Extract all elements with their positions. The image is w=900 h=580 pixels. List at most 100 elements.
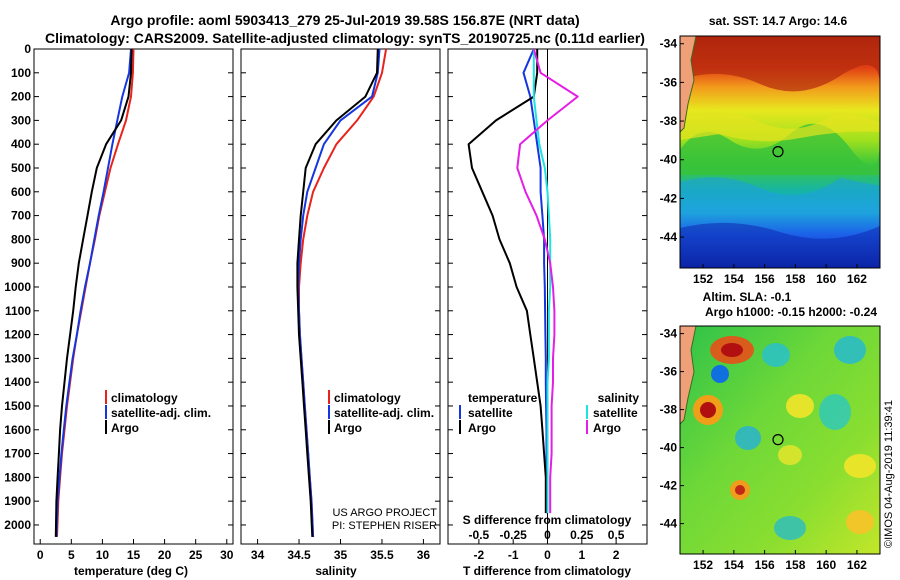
lat-tick-label: -40: [660, 441, 678, 455]
legend-label-satellite: satellite-adj. clim.: [111, 406, 211, 420]
x-tick-label: 25: [189, 548, 203, 562]
sst-longitude-ticks: 152 154 156 158 160 162: [693, 264, 867, 286]
s-diff-tick-label: -0.5: [469, 528, 490, 542]
depth-tick-label: 1000: [4, 280, 31, 294]
argo-position-marker: [772, 146, 784, 158]
salinity-plot-frame: [240, 48, 441, 545]
x-tick-label: 35: [334, 548, 348, 562]
depth-axis-ticks: 0 100 200 300 400 500 600 700 800 900 1000 1100 1200…: [4, 42, 647, 532]
x-tick-label: 34.5: [287, 548, 311, 562]
depth-tick-label: 500: [11, 161, 31, 175]
lon-tick-label: 154: [724, 558, 744, 572]
legend-label-argo: Argo: [334, 421, 362, 435]
argo-series-line: [54, 49, 133, 537]
depth-tick-label: 100: [11, 66, 31, 80]
x-tick-label: 30: [220, 548, 234, 562]
x-tick-label: 0: [37, 548, 44, 562]
sla-map-frame: [679, 325, 881, 555]
sla-map-subtitle: Argo h1000: -0.15 h2000: -0.24: [705, 305, 877, 319]
lat-tick-label: -42: [660, 479, 678, 493]
x-tick-label: 5: [68, 548, 75, 562]
temperature-plot-frame: [33, 48, 234, 545]
salinity-axis-label: salinity: [315, 564, 357, 578]
temperature-legend: climatology satellite-adj. clim. Argo: [105, 390, 211, 435]
legend-label-s-argo: Argo: [593, 421, 621, 435]
legend-group-salinity: salinity: [598, 391, 640, 405]
legend-label-s-satellite: satellite: [593, 406, 638, 420]
difference-profiles: [467, 49, 579, 514]
depth-tick-label: 1200: [4, 328, 31, 342]
salinity-profiles: [296, 49, 388, 537]
temperature-argo-series-line: [467, 49, 547, 514]
climatology-series-line: [56, 49, 135, 537]
legend-group-temperature: temperature: [468, 391, 538, 405]
depth-tick-label: 600: [11, 185, 31, 199]
x-tick-label: 34: [251, 548, 265, 562]
lon-tick-label: 160: [816, 272, 836, 286]
lat-tick-label: -40: [660, 153, 678, 167]
sst-map-title: sat. SST: 14.7 Argo: 14.6: [709, 14, 848, 28]
depth-tick-label: 1500: [4, 399, 31, 413]
depth-tick-label: 700: [11, 209, 31, 223]
temperature-profiles: [54, 49, 135, 537]
lat-tick-label: -36: [660, 365, 678, 379]
depth-tick-label: 1400: [4, 375, 31, 389]
x-tick-label: 1: [578, 548, 585, 562]
lon-tick-label: 162: [847, 558, 867, 572]
t-difference-axis-label: T difference from climatology: [463, 564, 631, 578]
depth-tick-label: 1700: [4, 447, 31, 461]
salinity-x-axis: 34 34.5 35 35.5 36: [251, 539, 431, 562]
depth-tick-label: 800: [11, 232, 31, 246]
lon-tick-label: 162: [847, 272, 867, 286]
lon-tick-label: 156: [755, 558, 775, 572]
legend-label-t-argo: Argo: [468, 421, 496, 435]
chart-subtitle: Climatology: CARS2009. Satellite-adjuste…: [45, 30, 645, 46]
temperature-satellite-series-line: [522, 49, 548, 514]
x-tick-label: 36: [417, 548, 431, 562]
timestamp: ©IMOS 04-Aug-2019 11:39:41: [883, 400, 895, 548]
salinity-argo-series-line: [516, 49, 579, 514]
lat-tick-label: -38: [660, 403, 678, 417]
sla-map-title: Altim. SLA: -0.1: [703, 290, 792, 304]
x-tick-label: -2: [474, 548, 485, 562]
argo-position-marker: [772, 434, 784, 446]
legend-label-climatology: climatology: [111, 391, 178, 405]
lat-tick-label: -36: [660, 75, 678, 89]
sla-map-image: [680, 326, 880, 554]
satellite-adj-clim-series-line: [297, 49, 381, 537]
sla-latitude-ticks: -34 -36 -38 -40 -42 -44: [660, 327, 684, 531]
sst-map-image: [680, 36, 880, 268]
salinity-legend: climatology satellite-adj. clim. Argo: [328, 390, 434, 435]
depth-tick-label: 400: [11, 137, 31, 151]
depth-tick-label: 1900: [4, 494, 31, 508]
x-tick-label: 0: [544, 548, 551, 562]
lat-tick-label: -44: [660, 517, 678, 531]
lat-tick-label: -34: [660, 37, 678, 51]
legend-label-satellite: satellite-adj. clim.: [334, 406, 434, 420]
lon-tick-label: 160: [816, 558, 836, 572]
chart-title: Argo profile: aoml 5903413_279 25-Jul-20…: [110, 12, 579, 28]
sla-longitude-ticks: 152 154 156 158 160 162: [693, 550, 867, 572]
legend-label-climatology: climatology: [334, 391, 401, 405]
legend-label-t-satellite: satellite: [468, 406, 513, 420]
x-tick-label: 2: [613, 548, 620, 562]
lat-tick-label: -34: [660, 327, 678, 341]
legend-label-argo: Argo: [111, 421, 139, 435]
depth-tick-label: 0: [24, 42, 31, 56]
depth-tick-label: 300: [11, 113, 31, 127]
x-tick-label: 20: [158, 548, 172, 562]
lon-tick-label: 158: [785, 272, 805, 286]
credit-pi: PI: STEPHEN RISER: [332, 520, 437, 532]
x-tick-label: 35.5: [370, 548, 394, 562]
lon-tick-label: 156: [755, 272, 775, 286]
x-tick-label: -1: [508, 548, 519, 562]
depth-tick-label: 2000: [4, 518, 31, 532]
depth-tick-label: 1800: [4, 470, 31, 484]
lon-tick-label: 154: [724, 272, 744, 286]
credit-project: US ARGO PROJECT: [332, 507, 437, 519]
temperature-x-axis: 0 5 10 15 20 25 30: [37, 539, 234, 562]
depth-tick-label: 1100: [5, 304, 31, 318]
s-diff-tick-label: -0.25: [500, 528, 528, 542]
depth-tick-label: 200: [11, 90, 31, 104]
